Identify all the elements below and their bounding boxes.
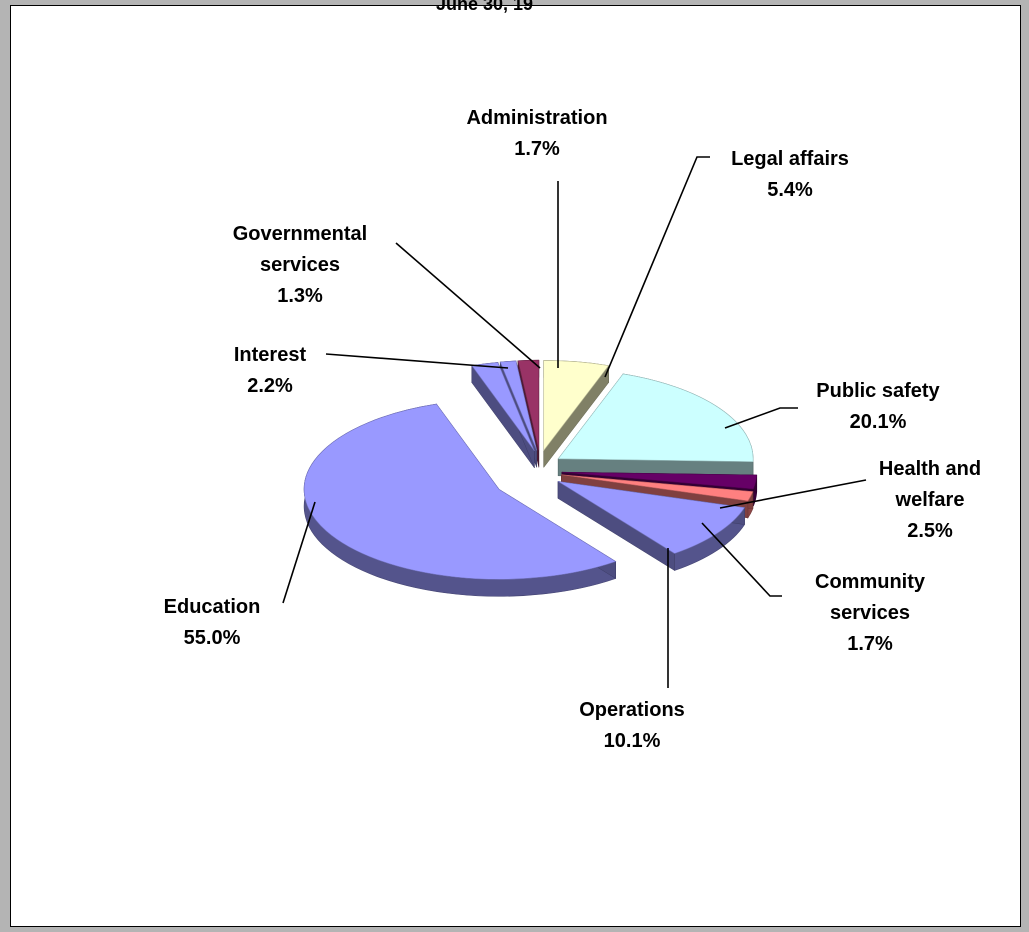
- chart-area: June 30, 19: [10, 0, 1021, 927]
- slice-name-label: services: [260, 254, 340, 276]
- pie-slice-top: [561, 474, 754, 502]
- slice-name-label: Legal affairs: [731, 148, 849, 170]
- slice-value-label: 2.5%: [907, 520, 953, 542]
- slice-label: Public safety 20.1%: [816, 380, 940, 433]
- leader-line: [719, 479, 867, 509]
- slice-label: Interest 2.2%: [234, 344, 307, 397]
- pie-slice-education: [303, 403, 617, 597]
- slice-name-label: Administration: [466, 107, 607, 129]
- leader-line: [604, 156, 710, 378]
- slice-name-label: Operations: [579, 699, 685, 721]
- slice-name-label: Governmental: [233, 223, 367, 245]
- leader-line: [282, 501, 316, 604]
- slice-name-label: Education: [164, 596, 261, 618]
- title-fragment: June 30, 19: [436, 0, 534, 14]
- slice-value-label: 10.1%: [604, 730, 661, 752]
- leader-line: [701, 522, 782, 597]
- slice-name-label: services: [830, 602, 910, 624]
- slice-value-label: 1.7%: [847, 633, 893, 655]
- slice-name-label: Interest: [234, 344, 307, 366]
- slice-value-label: 20.1%: [850, 411, 907, 433]
- slice-name-label: Health and: [879, 458, 981, 480]
- labels-layer: Legal affairs 5.4% Public safety 20.1% Healt…: [164, 107, 981, 752]
- slice-label: Governmental services 1.3%: [233, 223, 367, 307]
- pie-slice-top: [557, 481, 746, 554]
- slice-label: Community services 1.7%: [815, 571, 926, 655]
- pie-slice-top: [557, 373, 754, 462]
- slice-label: Health and welfare 2.5%: [879, 458, 981, 542]
- leader-line: [395, 242, 541, 369]
- pie-slice-top: [561, 471, 758, 490]
- leader-line: [724, 407, 798, 429]
- slice-value-label: 55.0%: [184, 627, 241, 649]
- pie-slice-top: [543, 360, 610, 452]
- pie-slice-top: [303, 403, 617, 580]
- leader-line: [325, 353, 509, 369]
- slice-name-label: welfare: [895, 489, 965, 511]
- slice-value-label: 2.2%: [247, 375, 293, 397]
- slice-label: Operations 10.1%: [579, 699, 685, 752]
- pie-slice-top: [517, 359, 540, 451]
- slice-name-label: Community: [815, 571, 926, 593]
- pie-slice-operations: [557, 480, 746, 571]
- slice-name-label: Public safety: [816, 380, 940, 402]
- pie-slice-legal-affairs: [543, 360, 610, 469]
- slices-layer: [303, 359, 758, 597]
- slice-label: Legal affairs 5.4%: [731, 148, 849, 201]
- slice-value-label: 5.4%: [767, 179, 813, 201]
- pie-slice-top: [499, 360, 538, 451]
- pie-slice-interest: [471, 362, 535, 469]
- slice-label: Administration 1.7%: [466, 107, 607, 160]
- slice-label: Education 55.0%: [164, 596, 261, 649]
- slice-value-label: 1.7%: [514, 138, 560, 160]
- slice-value-label: 1.3%: [277, 285, 323, 307]
